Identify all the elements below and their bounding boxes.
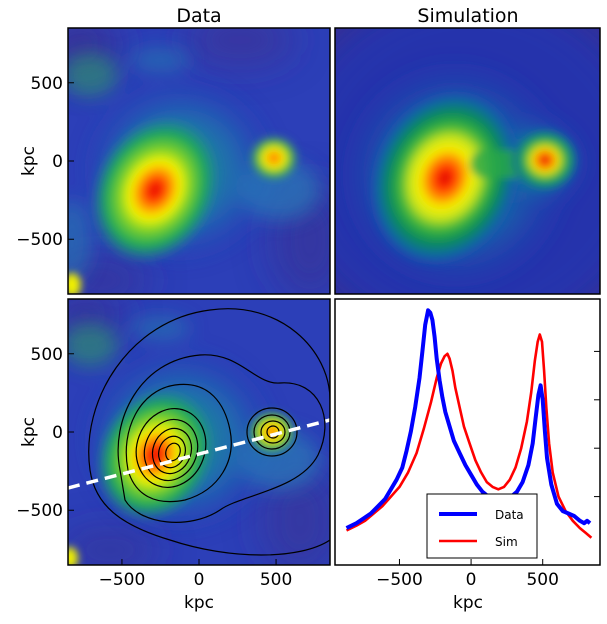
xtick-label: 500: [526, 570, 558, 590]
ytick-label: 500: [31, 74, 63, 94]
series-line-data: [345, 308, 592, 530]
profile-line: [68, 418, 330, 490]
title-data: Data: [176, 5, 221, 27]
ylabel-top: kpc: [19, 146, 39, 176]
xtick-label: −500: [99, 570, 146, 590]
legend-box: [426, 493, 538, 559]
sim-heatmap-top: [335, 28, 600, 294]
ytick-label: 0: [52, 423, 63, 443]
series-line-sim: [345, 333, 593, 539]
xtick-label: 500: [260, 570, 292, 590]
ylabel-bottom: kpc: [19, 417, 39, 447]
contour-lines: [88, 308, 330, 556]
ytick-label: −500: [16, 230, 63, 250]
ytick-label: 0: [52, 152, 63, 172]
legend-label-sim: Sim: [495, 535, 518, 549]
ytick-label: −500: [16, 501, 63, 521]
xlabel-left: kpc: [184, 593, 214, 613]
xlabel-right: kpc: [453, 593, 483, 613]
xtick-label: 0: [466, 570, 477, 590]
data-heatmap-contours: [68, 299, 330, 565]
legend-label-data: Data: [495, 508, 524, 522]
ytick-label: 500: [31, 345, 63, 365]
frame-top-right: [334, 27, 601, 295]
xtick-label: −500: [376, 570, 423, 590]
xtick-label: 0: [194, 570, 205, 590]
title-simulation: Simulation: [417, 5, 518, 27]
frame-bottom-right: [334, 298, 601, 566]
data-heatmap-top: [68, 28, 330, 294]
